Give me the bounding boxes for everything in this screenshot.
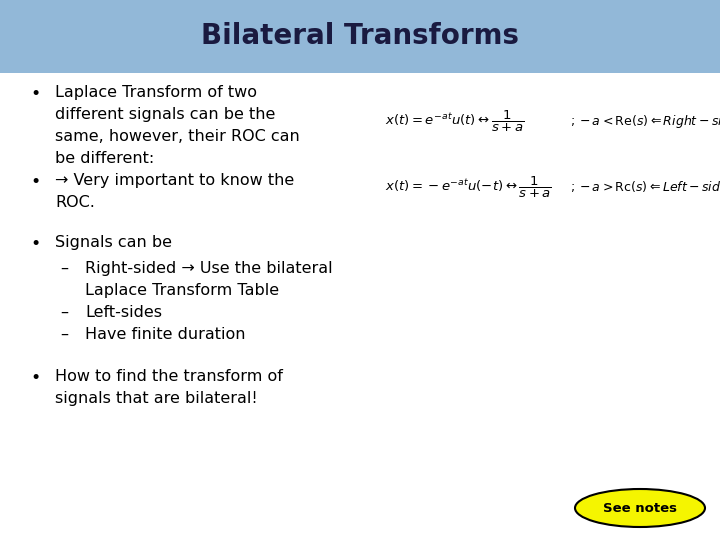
Text: $x(t) = -e^{-at}u(-t) \leftrightarrow \dfrac{1}{s+a}$: $x(t) = -e^{-at}u(-t) \leftrightarrow \d… bbox=[385, 174, 552, 200]
Text: $x(t) = e^{-at}u(t) \leftrightarrow \dfrac{1}{s+a}$: $x(t) = e^{-at}u(t) \leftrightarrow \dfr… bbox=[385, 109, 525, 133]
Text: $;-a > \mathrm{Rc}(s) \Leftarrow \mathit{Left-sided}$: $;-a > \mathrm{Rc}(s) \Leftarrow \mathit… bbox=[570, 179, 720, 194]
Text: –: – bbox=[60, 305, 68, 320]
Text: •: • bbox=[30, 235, 40, 253]
Text: Laplace Transform Table: Laplace Transform Table bbox=[85, 283, 279, 298]
Text: different signals can be the: different signals can be the bbox=[55, 107, 275, 122]
Text: Laplace Transform of two: Laplace Transform of two bbox=[55, 85, 257, 100]
Text: –: – bbox=[60, 261, 68, 276]
Text: How to find the transform of: How to find the transform of bbox=[55, 369, 283, 384]
Text: ROC.: ROC. bbox=[55, 195, 95, 210]
Text: Right-sided → Use the bilateral: Right-sided → Use the bilateral bbox=[85, 261, 333, 276]
Text: be different:: be different: bbox=[55, 151, 154, 166]
Text: •: • bbox=[30, 173, 40, 191]
FancyBboxPatch shape bbox=[0, 0, 720, 73]
Text: –: – bbox=[60, 327, 68, 342]
Text: •: • bbox=[30, 369, 40, 387]
Text: → Very important to know the: → Very important to know the bbox=[55, 173, 294, 188]
Text: Have finite duration: Have finite duration bbox=[85, 327, 246, 342]
Text: same, however, their ROC can: same, however, their ROC can bbox=[55, 129, 300, 144]
Text: Signals can be: Signals can be bbox=[55, 235, 172, 250]
Ellipse shape bbox=[575, 489, 705, 527]
Text: •: • bbox=[30, 85, 40, 103]
Text: Left-sides: Left-sides bbox=[85, 305, 162, 320]
Text: signals that are bilateral!: signals that are bilateral! bbox=[55, 391, 258, 406]
Text: See notes: See notes bbox=[603, 502, 677, 515]
Text: $;-a < \mathrm{Re}(s) \Leftarrow \mathit{Right-sided}$: $;-a < \mathrm{Re}(s) \Leftarrow \mathit… bbox=[570, 112, 720, 130]
Text: Bilateral Transforms: Bilateral Transforms bbox=[201, 23, 519, 50]
